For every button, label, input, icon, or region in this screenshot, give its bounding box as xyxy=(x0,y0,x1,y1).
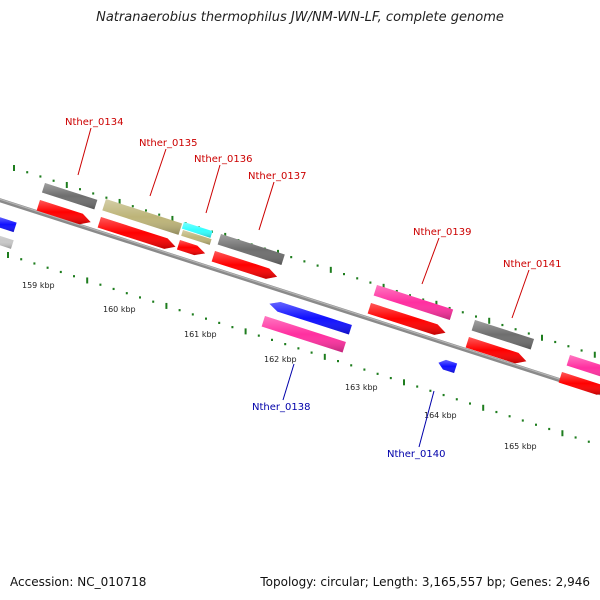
genome-title: Natranaerobius thermophilus JW/NM-WN-LF,… xyxy=(96,10,504,25)
gene-label-nther-0135[interactable]: Nther_0135 xyxy=(139,138,197,149)
scale-label: 163 kbp xyxy=(345,383,378,392)
gene-label-nther-0141[interactable]: Nther_0141 xyxy=(503,259,561,270)
cds-arrow-nther-0142-shading xyxy=(558,372,600,395)
cds-arrow-nther-0140-shading xyxy=(438,359,458,374)
cds-bar-nther-0136-shading xyxy=(181,230,212,245)
cds-arrow-nther-0138-shading xyxy=(269,302,352,335)
gene-leader-line xyxy=(511,269,530,319)
cds-arrow-left-edge-shading xyxy=(0,217,17,233)
cds-arrow-nther-0141-shading xyxy=(465,337,527,364)
gene-bar-nther-0142-shading xyxy=(566,355,600,377)
genome-backbone-highlight xyxy=(0,198,600,393)
gene-bar-nther-0139-shading xyxy=(373,285,454,320)
cds-arrow-nther-0135-shading xyxy=(97,217,176,249)
gene-label-nther-0138[interactable]: Nther_0138 xyxy=(252,402,310,413)
gene-bar-nther-0134-shading xyxy=(41,183,98,210)
gene-leader-line xyxy=(418,390,435,448)
scale-label: 165 kbp xyxy=(504,442,537,451)
gene-leader-line xyxy=(77,127,92,176)
gene-label-nther-0136[interactable]: Nther_0136 xyxy=(194,154,252,165)
gene-leader-line xyxy=(205,164,221,214)
gene-leader-line xyxy=(421,237,440,285)
gene-label-nther-0139[interactable]: Nther_0139 xyxy=(413,227,471,238)
cds-arrow-nther-0134-shading xyxy=(36,200,91,225)
cds-arrow-nther-0137-shading xyxy=(211,251,278,279)
gene-leader-line xyxy=(149,148,167,197)
scale-label: 160 kbp xyxy=(103,305,136,314)
cds-arrow-nther-0139-shading xyxy=(367,303,446,335)
gene-bar-nther-0137-shading xyxy=(217,234,285,265)
gene-bar-nther-0136-shading xyxy=(181,222,213,238)
accession-text: Accession: NC_010718 xyxy=(10,575,147,589)
gene-leader-line xyxy=(258,181,275,231)
cds-arrow-nther-0136-shading xyxy=(176,240,206,256)
gene-bar-nther-0135-shading xyxy=(102,199,183,235)
gene-label-nther-0137[interactable]: Nther_0137 xyxy=(248,171,306,182)
scale-label: 162 kbp xyxy=(264,355,297,364)
topology-text: Topology: circular; Length: 3,165,557 bp… xyxy=(260,575,590,589)
genome-backbone xyxy=(0,198,600,396)
gene-label-nther-0140[interactable]: Nther_0140 xyxy=(387,449,445,460)
scale-label: 161 kbp xyxy=(184,330,217,339)
gene-label-nther-0134[interactable]: Nther_0134 xyxy=(65,117,123,128)
gene-bar-nther-0138-shading xyxy=(261,316,346,353)
scale-label: 159 kbp xyxy=(22,281,55,290)
gene-leader-line xyxy=(282,363,295,401)
gene-bar-nther-0141-shading xyxy=(471,320,535,350)
scale-label: 164 kbp xyxy=(424,411,457,420)
gene-bar-left-edge-shading xyxy=(0,235,14,249)
